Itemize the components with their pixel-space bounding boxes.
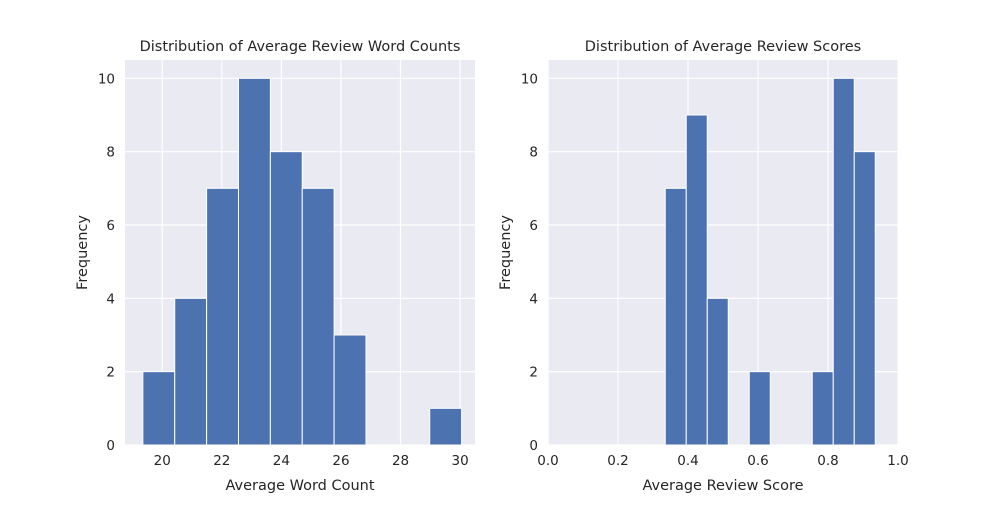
x-axis-label: Average Review Score: [642, 478, 803, 494]
histogram-bar: [142, 371, 176, 446]
x-tick-label: 1.0: [887, 453, 908, 469]
histogram-bar: [748, 371, 771, 446]
y-tick-label: 4: [529, 291, 538, 307]
histogram-bar: [706, 297, 729, 446]
x-tick-label: 0.4: [677, 453, 698, 469]
histogram-bar: [206, 187, 239, 446]
y-tick-label: 8: [529, 145, 538, 161]
histogram-bar: [811, 371, 834, 446]
chart-title: Distribution of Average Review Scores: [585, 39, 861, 55]
histogram-bar: [174, 297, 208, 446]
x-tick-label: 26: [332, 453, 349, 469]
y-tick-label: 6: [106, 218, 115, 234]
x-tick-label: 28: [392, 453, 409, 469]
y-tick-label: 0: [106, 438, 115, 454]
histogram-bar: [237, 77, 271, 446]
y-tick-label: 4: [106, 291, 115, 307]
y-tick-label: 10: [521, 71, 538, 87]
chart-panel-2: 0.0 0.2 0.4 0.6 0.8 1.0 0 2 4 6 8 10 Distribution of…: [498, 39, 909, 494]
y-tick-label: 6: [529, 218, 538, 234]
x-tick-label: 0.0: [537, 453, 558, 469]
x-tick-label: 22: [213, 453, 230, 469]
y-axis-label: Frequency: [498, 215, 514, 290]
x-tick-label: 30: [452, 453, 469, 469]
y-tick-label: 0: [529, 438, 538, 454]
x-tick-label: 0.6: [747, 453, 768, 469]
x-tick-label: 24: [273, 453, 290, 469]
histogram-bar: [301, 187, 335, 446]
histogram-bar: [269, 151, 303, 446]
histogram-bar: [685, 114, 708, 446]
x-tick-label: 0.2: [607, 453, 628, 469]
histogram-bar: [333, 334, 367, 446]
y-tick-label: 2: [529, 365, 538, 381]
y-tick-label: 2: [106, 365, 115, 381]
histogram-bar: [429, 407, 463, 446]
x-tick-label: 20: [154, 453, 171, 469]
y-tick-label: 8: [106, 145, 115, 161]
histogram-bar: [853, 151, 876, 446]
histogram-bar: [664, 187, 687, 446]
histogram-bar: [832, 77, 855, 446]
x-axis-label: Average Word Count: [225, 478, 374, 494]
y-axis-label: Frequency: [75, 215, 91, 290]
x-tick-label: 0.8: [817, 453, 838, 469]
y-tick-label: 10: [98, 71, 115, 87]
chart-title: Distribution of Average Review Word Coun…: [140, 39, 461, 55]
